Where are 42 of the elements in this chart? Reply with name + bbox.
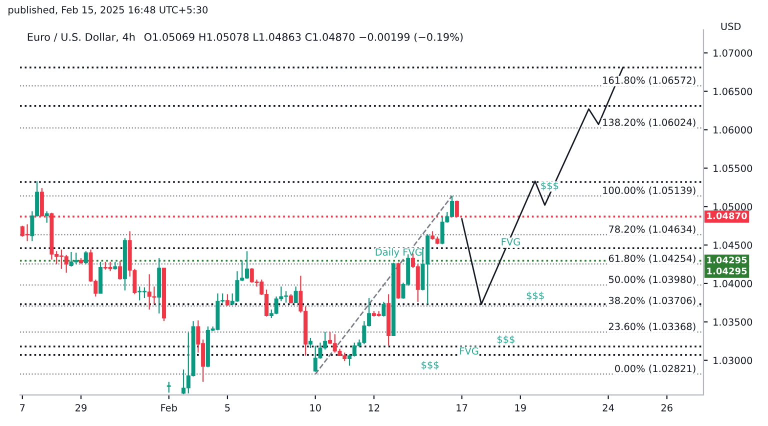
y-tick-label: 1.03500 (714, 318, 752, 326)
ref-line-label: 50.00% (1.03980) (608, 276, 696, 284)
ref-line-label: 78.20% (1.04634) (609, 225, 696, 234)
ref-line-label: 161.80% (1.06572) (603, 76, 696, 86)
x-tick-label: 29 (76, 404, 86, 412)
ref-line-label: 100.00% (1.05139) (603, 186, 696, 196)
y-tick-label: 1.05000 (714, 203, 752, 210)
x-tick-label: 12 (368, 404, 380, 412)
x-tick-label: 24 (602, 404, 614, 412)
x-tick-label: 17 (456, 404, 468, 412)
y-tick-label: 1.06500 (714, 88, 752, 96)
annotation: FVG (460, 347, 478, 355)
chart-title: Euro / U.S. Dollar, 4h (28, 32, 135, 42)
y-tick-label: 1.04000 (714, 280, 752, 288)
ref-line-label: 23.60% (1.03368) (608, 322, 696, 332)
text: published, Feb 15, 2025 16:48 UTC+5:30 (8, 6, 208, 16)
x-tick-label: 7 (20, 404, 25, 412)
x-tick-label: Feb (161, 404, 177, 412)
ref-line-label: 38.20% (1.03706) (608, 296, 696, 306)
ref-line-label: 0.00% (1.02821) (615, 364, 696, 374)
annotation: $$$ (497, 335, 514, 344)
x-tick-label: 10 (310, 404, 321, 412)
y-tick-label: 1.05500 (714, 164, 752, 172)
x-tick-label: 5 (225, 404, 230, 412)
y-tick-label: 1.04500 (714, 242, 752, 249)
chart-subtitle: O1.05069 H1.05078 L1.04863 C1.04870 −0.00199 (−0.19%) (144, 32, 463, 42)
y-axis-title: USD (721, 22, 741, 30)
x-tick-label: 19 (515, 404, 526, 412)
ref-line-label: 61.80% (1.04254) (608, 254, 696, 264)
y-tick-label: 1.03000 (714, 356, 752, 364)
x-tick-label: 26 (661, 404, 672, 412)
annotation: Daily FVG (376, 248, 422, 258)
ref-line-label: 1.04295 (707, 256, 747, 264)
text: 1.04295 (707, 268, 747, 274)
y-tick-label: 1.06000 (714, 126, 752, 134)
ref-line-label: 138.20% (1.06024) (603, 118, 696, 128)
ref-line-label: 1.04870 (707, 212, 747, 220)
annotation: $$$ (526, 292, 544, 300)
annotation: $$$ (541, 182, 558, 191)
annotation: $$$ (422, 360, 439, 370)
annotation: FVG (502, 238, 520, 246)
y-tick-label: 1.07000 (714, 49, 752, 57)
